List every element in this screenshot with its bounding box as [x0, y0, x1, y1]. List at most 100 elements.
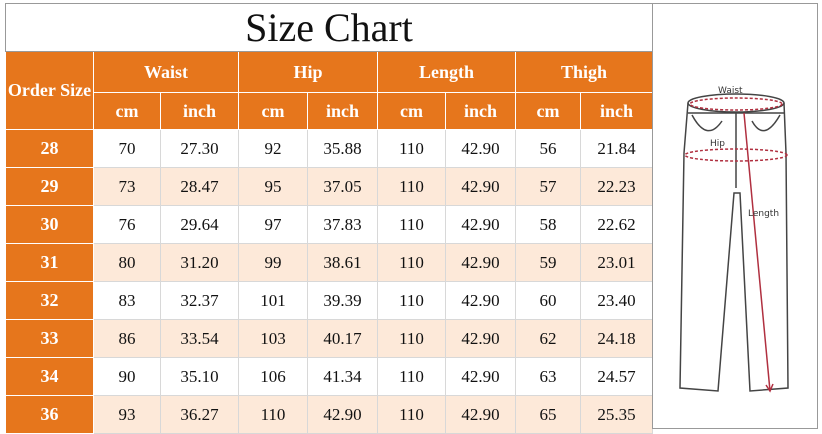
- measure-cell: 40.17: [307, 319, 378, 358]
- table-row: Order Size Waist Hip Length Thigh: [5, 51, 653, 130]
- measure-cell: 70: [93, 129, 161, 168]
- order-size: 28: [5, 129, 94, 168]
- table-row: 31 80 31.20 99 38.61 110 42.90 59 23.01: [5, 243, 653, 282]
- measure-cell: 110: [377, 129, 446, 168]
- measure-cell: 110: [377, 319, 446, 358]
- order-size-header: Order Size: [5, 51, 94, 130]
- table-row: 32 83 32.37 101 39.39 110 42.90 60 23.40: [5, 281, 653, 320]
- order-size: 34: [5, 357, 94, 396]
- order-size: 33: [5, 319, 94, 358]
- order-size: 31: [5, 243, 94, 282]
- measure-cell: 110: [377, 357, 446, 396]
- table-row: cm inch cm inch cm inch cm inch: [6, 92, 653, 130]
- measure-cell: 57: [515, 167, 581, 206]
- measure-cell: 23.01: [580, 243, 653, 282]
- measure-cell: 99: [238, 243, 308, 282]
- measure-cell: 60: [515, 281, 581, 320]
- measure-cell: 28.47: [160, 167, 239, 206]
- measure-cell: 35.88: [307, 129, 378, 168]
- order-size: 29: [5, 167, 94, 206]
- table-row: 36 93 36.27 110 42.90 110 42.90 65 25.35: [5, 395, 653, 434]
- table-title: Size Chart: [5, 3, 653, 52]
- unit-header: cm: [93, 92, 161, 130]
- unit-header: inch: [445, 92, 516, 130]
- table-row: 29 73 28.47 95 37.05 110 42.90 57 22.23: [5, 167, 653, 206]
- diagram-label: Length: [748, 209, 779, 219]
- measure-cell: 35.10: [160, 357, 239, 396]
- measure-cell: 110: [377, 281, 446, 320]
- order-size: 30: [5, 205, 94, 244]
- measure-cell: 42.90: [445, 129, 516, 168]
- measure-cell: 37.05: [307, 167, 378, 206]
- measure-cell: 110: [377, 167, 446, 206]
- measure-cell: 95: [238, 167, 308, 206]
- measure-cell: 110: [238, 395, 308, 434]
- group-header: Hip: [238, 51, 378, 93]
- table-row: 34 90 35.10 106 41.34 110 42.90 63 24.57: [5, 357, 653, 396]
- measure-cell: 86: [93, 319, 161, 358]
- measure-cell: 22.62: [580, 205, 653, 244]
- measure-cell: 39.39: [307, 281, 378, 320]
- measure-cell: 38.61: [307, 243, 378, 282]
- measure-cell: 22.23: [580, 167, 653, 206]
- diagram-frame: [652, 3, 818, 429]
- measure-cell: 21.84: [580, 129, 653, 168]
- pants-diagram: Waist Hip Length: [652, 3, 818, 429]
- measure-cell: 106: [238, 357, 308, 396]
- measure-cell: 92: [238, 129, 308, 168]
- measure-cell: 24.57: [580, 357, 653, 396]
- measure-cell: 42.90: [445, 243, 516, 282]
- measure-cell: 97: [238, 205, 308, 244]
- group-header: Thigh: [515, 51, 653, 93]
- measure-cell: 73: [93, 167, 161, 206]
- measure-cell: 32.37: [160, 281, 239, 320]
- order-size: 36: [5, 395, 94, 434]
- measure-cell: 76: [93, 205, 161, 244]
- measure-cell: 83: [93, 281, 161, 320]
- pants-outline: [679, 93, 789, 392]
- unit-header: cm: [377, 92, 446, 130]
- unit-header: cm: [238, 92, 308, 130]
- measure-cell: 41.34: [307, 357, 378, 396]
- measure-cell: 37.83: [307, 205, 378, 244]
- measure-cell: 31.20: [160, 243, 239, 282]
- order-size: 32: [5, 281, 94, 320]
- measure-cell: 42.90: [445, 167, 516, 206]
- measure-cell: 27.30: [160, 129, 239, 168]
- measure-cell: 63: [515, 357, 581, 396]
- measure-cell: 36.27: [160, 395, 239, 434]
- measure-cell: 110: [377, 205, 446, 244]
- measure-cell: 23.40: [580, 281, 653, 320]
- diagram-label: Hip: [710, 139, 725, 149]
- measure-cell: 101: [238, 281, 308, 320]
- measure-cell: 103: [238, 319, 308, 358]
- measure-cell: 42.90: [445, 319, 516, 358]
- measure-cell: 42.90: [445, 395, 516, 434]
- measure-cell: 110: [377, 395, 446, 434]
- measure-cell: 42.90: [445, 357, 516, 396]
- unit-header: inch: [160, 92, 239, 130]
- measure-cell: 42.90: [445, 205, 516, 244]
- measure-cell: 80: [93, 243, 161, 282]
- measure-cell: 29.64: [160, 205, 239, 244]
- measure-cell: 110: [377, 243, 446, 282]
- unit-header: inch: [580, 92, 653, 130]
- measure-cell: 65: [515, 395, 581, 434]
- table-row: 28 70 27.30 92 35.88 110 42.90 56 21.84: [5, 129, 653, 168]
- measure-cell: 90: [93, 357, 161, 396]
- measure-cell: 42.90: [307, 395, 378, 434]
- size-table: Size Chart Order Size Waist Hip Length Thigh…: [5, 3, 653, 434]
- measure-cell: 58: [515, 205, 581, 244]
- measure-cell: 62: [515, 319, 581, 358]
- measure-cell: 93: [93, 395, 161, 434]
- measure-cell: 25.35: [580, 395, 653, 434]
- unit-header: cm: [515, 92, 581, 130]
- group-header: Waist: [93, 51, 239, 93]
- measure-cell: 59: [515, 243, 581, 282]
- diagram-label: Waist: [718, 86, 743, 96]
- measure-cell: 42.90: [445, 281, 516, 320]
- table-row: 30 76 29.64 97 37.83 110 42.90 58 22.62: [5, 205, 653, 244]
- table-row: 33 86 33.54 103 40.17 110 42.90 62 24.18: [5, 319, 653, 358]
- measure-cell: 56: [515, 129, 581, 168]
